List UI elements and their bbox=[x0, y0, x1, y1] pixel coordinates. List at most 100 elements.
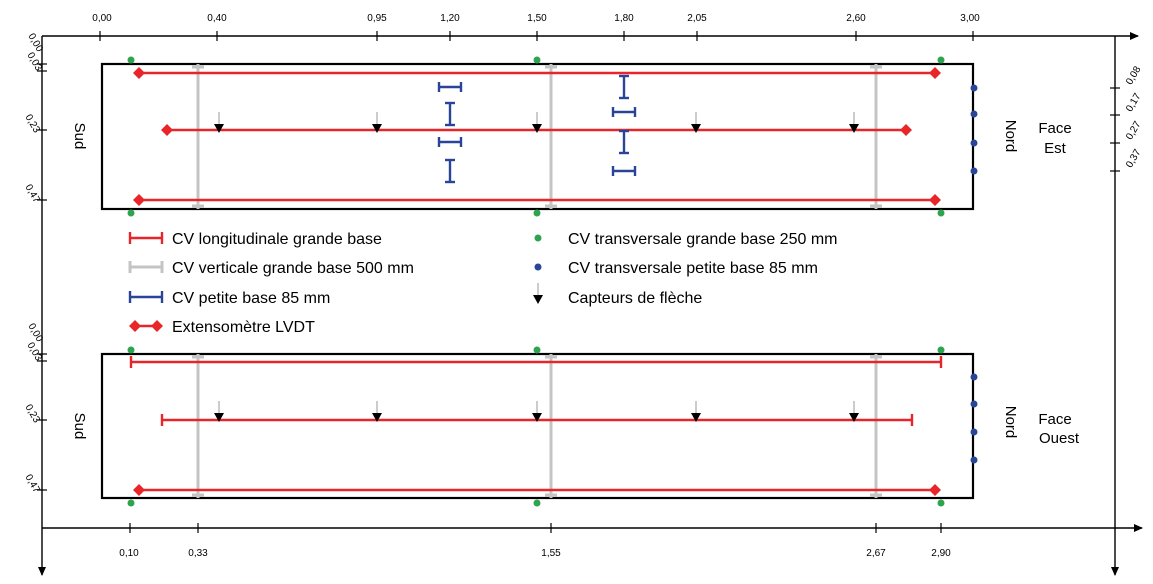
left-tick-label: 0,23 bbox=[23, 113, 42, 136]
green-dot bbox=[533, 56, 541, 64]
green-dot bbox=[937, 209, 945, 217]
right-tick-label: 0,17 bbox=[1124, 91, 1143, 114]
top-tick-label: 1,50 bbox=[527, 13, 547, 24]
petite-base-gauge-v bbox=[619, 129, 629, 155]
legend: CV longitudinale grande base CV vertical… bbox=[128, 231, 837, 336]
lvdt-diamonds-top bbox=[133, 67, 941, 206]
deflection-sensor-icon bbox=[532, 401, 542, 422]
top-tick-label: 0,00 bbox=[92, 13, 112, 24]
south-label: Sud bbox=[71, 413, 88, 440]
axes: 0,00 0,40 0,95 1,20 1,50 1,80 2,05 2,60 … bbox=[23, 13, 1144, 576]
blue-dot bbox=[970, 373, 978, 381]
transversal-grande-dots-top bbox=[127, 56, 945, 217]
lvdt-diamond bbox=[133, 484, 145, 496]
bottom-axis-ticks bbox=[129, 523, 942, 533]
deflection-sensor-icon bbox=[372, 112, 382, 133]
green-dot bbox=[937, 499, 945, 507]
lvdt-diamond bbox=[929, 484, 941, 496]
legend-vertical-icon bbox=[128, 261, 164, 273]
legend-petite-base: CV petite base 85 mm bbox=[172, 290, 330, 307]
legend-deflection-icon bbox=[533, 283, 543, 304]
deflection-sensor-icon bbox=[214, 112, 224, 133]
petite-base-gauge-h bbox=[437, 137, 463, 147]
top-panel: Sud Nord Face Est bbox=[71, 56, 1072, 217]
face-label-line2: Ouest bbox=[1039, 430, 1080, 447]
legend-deflection: Capteurs de flèche bbox=[568, 290, 702, 307]
deflection-sensor-icon bbox=[849, 401, 859, 422]
vertical-gauges-bottom bbox=[192, 354, 882, 498]
green-dot bbox=[533, 209, 541, 217]
bottom-tick-label: 2,90 bbox=[931, 548, 951, 559]
petite-base-gauges bbox=[437, 74, 637, 184]
deflection-sensors-bottom bbox=[214, 401, 859, 422]
right-tick-label: 0,37 bbox=[1124, 147, 1143, 170]
blue-dot bbox=[970, 400, 978, 408]
green-dot bbox=[127, 346, 135, 354]
face-label-line1: Face bbox=[1038, 120, 1071, 137]
right-axis-ticks bbox=[1110, 87, 1120, 172]
face-label-line1: Face bbox=[1038, 411, 1071, 428]
deflection-sensor-icon bbox=[849, 112, 859, 133]
green-dot bbox=[937, 346, 945, 354]
top-tick-label: 0,40 bbox=[207, 13, 227, 24]
left-tick-label: 0,23 bbox=[23, 403, 42, 426]
blue-dot bbox=[970, 428, 978, 436]
green-dot bbox=[127, 499, 135, 507]
top-tick-label: 2,60 bbox=[846, 13, 866, 24]
blue-dot bbox=[970, 110, 978, 118]
deflection-sensors-top bbox=[214, 112, 859, 133]
blue-dot bbox=[970, 84, 978, 92]
transversal-petite-dots-bottom bbox=[970, 373, 978, 464]
bottom-tick-label: 2,67 bbox=[866, 548, 886, 559]
transversal-grande-dots-bottom bbox=[127, 346, 945, 507]
top-beam-outline bbox=[100, 62, 975, 211]
petite-base-gauge-v bbox=[619, 74, 629, 100]
right-tick-label: 0,27 bbox=[1124, 119, 1143, 142]
bottom-tick-label: 0,10 bbox=[119, 548, 139, 559]
deflection-sensor-icon bbox=[372, 401, 382, 422]
blue-dot bbox=[970, 139, 978, 147]
deflection-sensor-icon bbox=[532, 112, 542, 133]
green-dot bbox=[937, 56, 945, 64]
legend-vertical: CV verticale grande base 500 mm bbox=[172, 260, 414, 277]
north-label: Nord bbox=[1002, 406, 1019, 439]
top-tick-label: 3,00 bbox=[960, 13, 980, 24]
top-tick-label: 1,80 bbox=[614, 13, 634, 24]
petite-base-gauge-h bbox=[611, 107, 637, 117]
lvdt-diamond bbox=[929, 194, 941, 206]
longitudinal-gauges-bottom bbox=[129, 356, 943, 492]
legend-longitudinal-icon bbox=[128, 232, 164, 244]
green-dot bbox=[127, 56, 135, 64]
legend-green-dot-icon bbox=[534, 234, 542, 242]
face-label-line2: Est bbox=[1044, 140, 1067, 157]
legend-blue-dot-icon bbox=[534, 263, 542, 271]
bottom-beam-outline bbox=[100, 352, 975, 500]
bottom-tick-label: 0,33 bbox=[188, 548, 208, 559]
top-tick-label: 1,20 bbox=[440, 13, 460, 24]
north-label: Nord bbox=[1002, 120, 1019, 153]
lvdt-diamonds-bottom bbox=[133, 484, 941, 496]
transversal-petite-dots-top bbox=[970, 84, 978, 175]
top-tick-label: 0,95 bbox=[367, 13, 387, 24]
legend-transversal-grande: CV transversale grande base 250 mm bbox=[568, 231, 837, 248]
petite-base-gauge-v bbox=[445, 101, 455, 127]
petite-base-gauge-h bbox=[437, 82, 463, 92]
legend-petite-base-icon bbox=[128, 291, 164, 303]
left-tick-label: 0,03 bbox=[25, 51, 44, 74]
lvdt-lines-top bbox=[139, 71, 935, 202]
legend-longitudinal: CV longitudinale grande base bbox=[172, 231, 382, 248]
lvdt-diamond bbox=[133, 67, 145, 79]
right-tick-label: 0,08 bbox=[1124, 64, 1143, 87]
top-tick-label: 2,05 bbox=[687, 13, 707, 24]
blue-dot bbox=[970, 456, 978, 464]
left-tick-label: 0,03 bbox=[25, 341, 44, 364]
bottom-tick-label: 1,55 bbox=[541, 548, 561, 559]
green-dot bbox=[533, 346, 541, 354]
top-axis-ticks bbox=[99, 31, 974, 41]
deflection-sensor-icon bbox=[691, 401, 701, 422]
south-label: Sud bbox=[71, 123, 88, 150]
legend-transversal-petite: CV transversale petite base 85 mm bbox=[568, 260, 818, 277]
legend-lvdt: Extensomètre LVDT bbox=[172, 319, 315, 336]
